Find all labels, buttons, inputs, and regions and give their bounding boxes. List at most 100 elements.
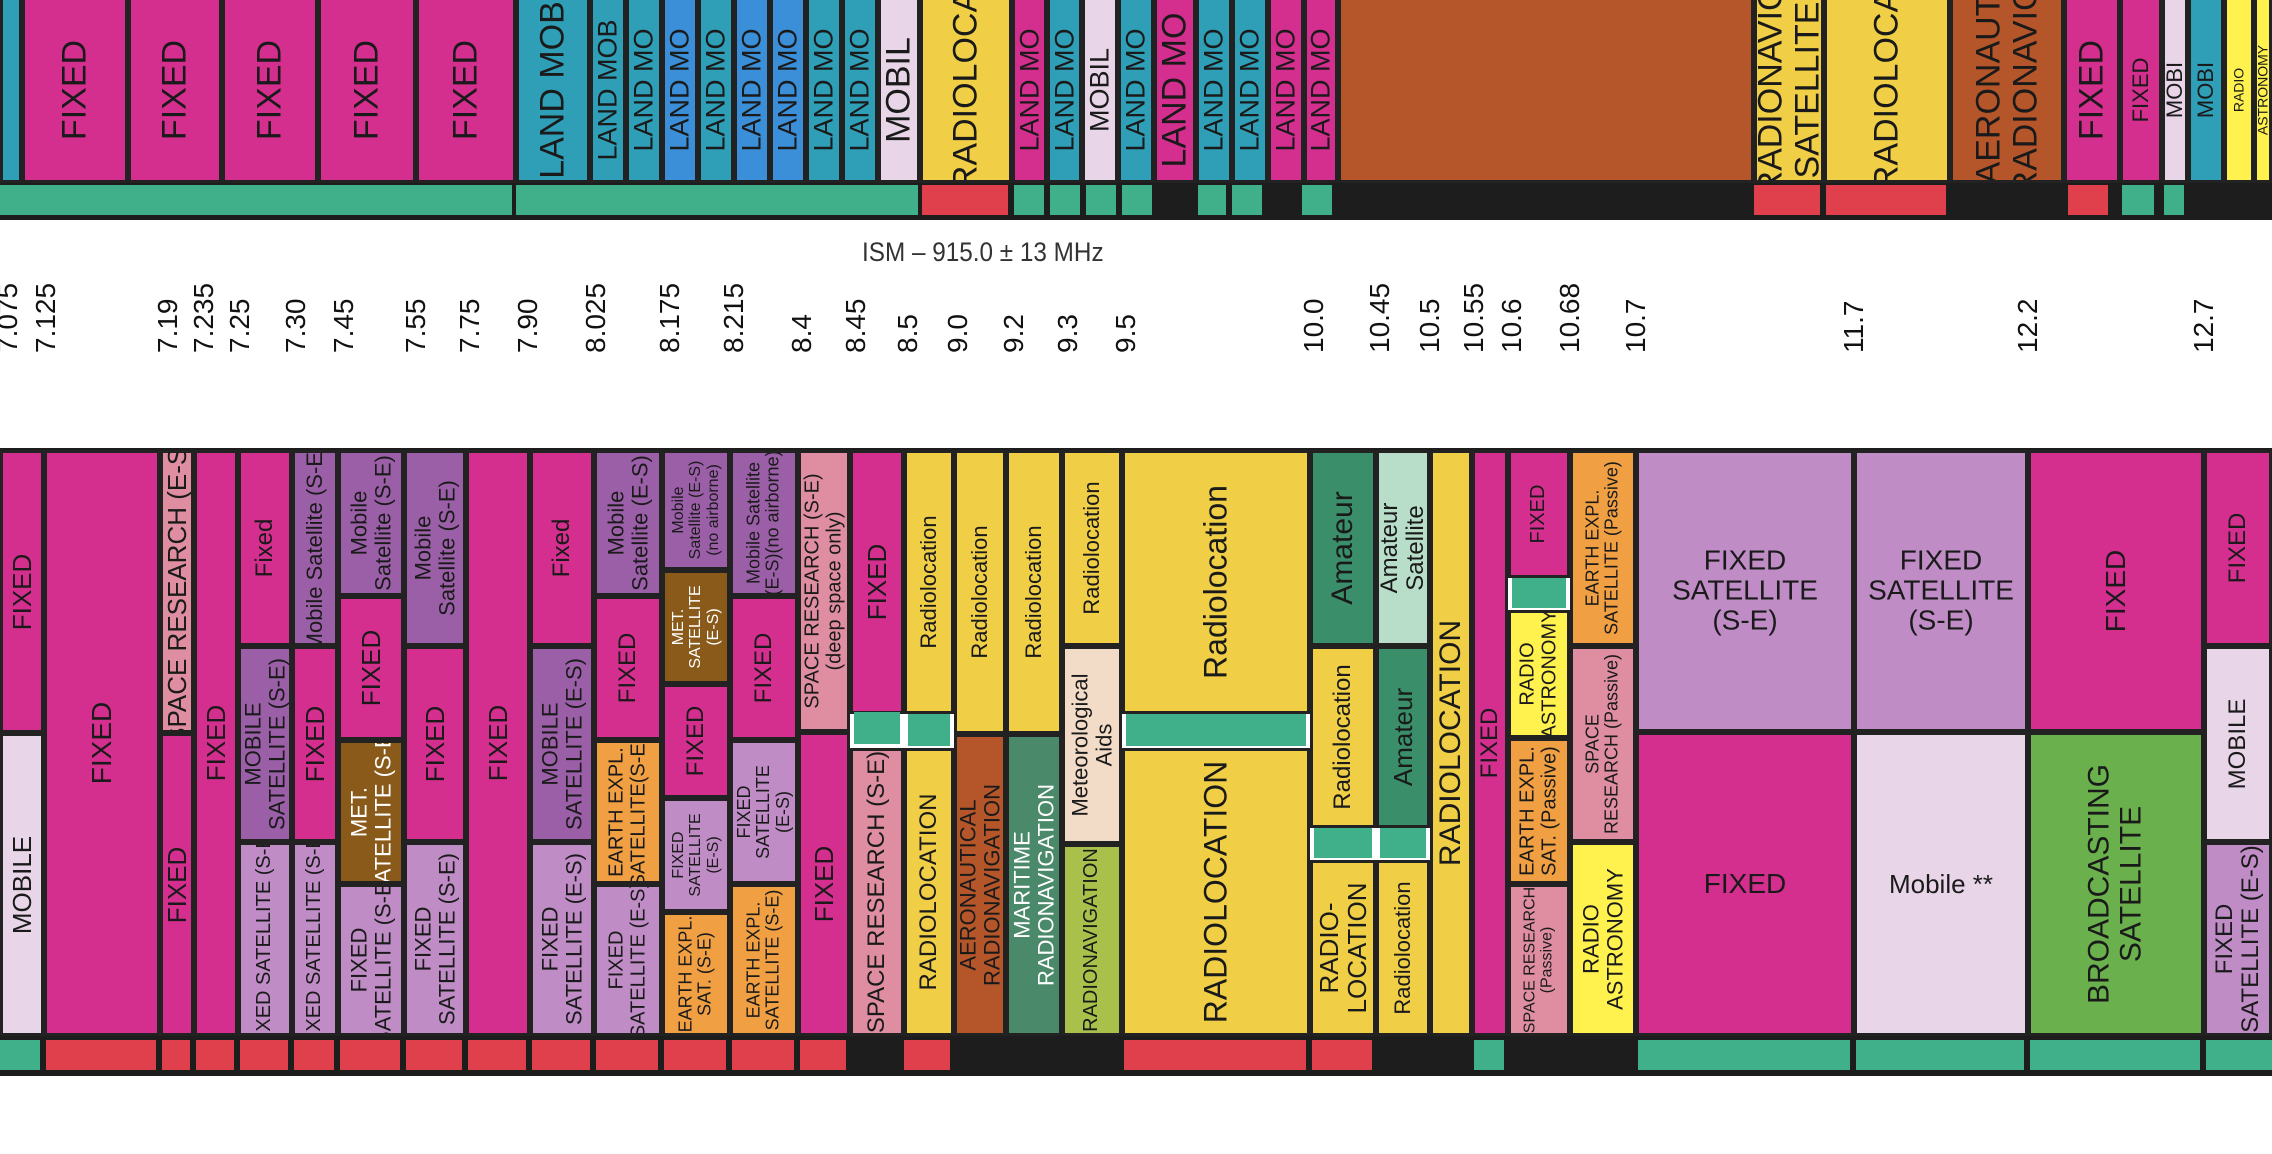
- allocation-cell: RADIO- LOCATION: [1310, 860, 1376, 1036]
- top-band-cell: [1338, 0, 1754, 183]
- allocation-cell-label: FIXED: [355, 629, 386, 707]
- allocation-cell-label: SPACE RESEARCH (S-E) (deep space only): [801, 473, 845, 709]
- allocation-cell-label: SPACE RESEARCH (S-E): [863, 750, 891, 1034]
- top-band-cell-label: LAND MO: [1155, 12, 1194, 168]
- allocation-cell-label: Amateur: [1387, 687, 1418, 787]
- bottom-strip-segment: [406, 1040, 462, 1070]
- top-band-cell-label: LAND MO: [664, 28, 695, 152]
- allocation-cell: FIXED: [2204, 450, 2272, 646]
- allocation-cell: EARTH EXPL. SAT. (Passive): [1508, 738, 1570, 884]
- allocation-cell: FIXED SATELLITE (S-E): [292, 842, 338, 1036]
- frequency-tick: 9.0: [942, 314, 973, 353]
- bottom-strip-segment: [294, 1040, 334, 1070]
- allocation-cell: MET. SATELLITE (E-S): [662, 570, 730, 684]
- allocation-cell: FIXED: [194, 450, 238, 1036]
- allocation-cell-label: Mobile Satellite (E-S) (no airborne): [670, 460, 722, 560]
- allocation-cell: FIXED SATELLITE (E-S): [594, 884, 662, 1036]
- top-band-cell: LAND MOB: [590, 0, 626, 183]
- bottom-strip-segment: [162, 1040, 190, 1070]
- top-band-cell: LAND MO: [1118, 0, 1154, 183]
- allocation-cell: SPACE RESEARCH (S-E) (deep space only): [798, 450, 850, 732]
- allocation-cell-label: BROADCASTING SATELLITE: [2082, 763, 2148, 1005]
- frequency-tick: 7.75: [454, 298, 485, 354]
- allocation-cell-label: FIXED SATELLITE (S-E): [1672, 544, 1818, 637]
- allocation-cell: FIXED: [404, 646, 466, 842]
- allocation-cell: Meteorological Aids: [1062, 646, 1122, 844]
- frequency-tick: 8.5: [892, 314, 923, 353]
- top-band-cell-label: RADIO: [2230, 67, 2247, 113]
- allocation-cell: SPACE RESEARCH (E-S): [160, 450, 194, 733]
- allocation-cell: Fixed: [530, 450, 594, 646]
- bottom-strip-segment: [596, 1040, 658, 1070]
- allocation-cell: MOBILE SATELLITE (S-E): [238, 646, 292, 842]
- top-band-cell: LAND MO: [734, 0, 770, 183]
- allocation-cell: Radiolocation: [1006, 450, 1062, 734]
- inner-strip: [1314, 828, 1372, 858]
- allocation-cell: Mobile Satellite (E-S): [594, 450, 662, 596]
- bottom-strip-segment: [240, 1040, 288, 1070]
- allocation-cell: MOBILE: [0, 733, 44, 1036]
- bottom-strip-segment: [468, 1040, 526, 1070]
- top-band-cell-label: MOBI: [2193, 61, 2219, 119]
- allocation-cell: RADIOLOCATION: [1430, 450, 1472, 1036]
- allocation-cell-label: RADIONAVIGATION: [1080, 848, 1103, 1032]
- frequency-tick: 7.45: [328, 298, 359, 354]
- frequency-tick: 12.2: [2012, 298, 2043, 354]
- allocation-cell: SPACE RESEARCH (Passive): [1570, 646, 1636, 842]
- allocation-cell-label: Mobile Satellite (S-E): [346, 455, 395, 591]
- allocation-cell: Radiolocation: [1062, 450, 1122, 646]
- top-strip-segment: [0, 185, 512, 215]
- top-band-cell: RADIONAVIG SATELLITE: [1754, 0, 1824, 183]
- frequency-tick: 9.2: [998, 314, 1029, 353]
- top-strip-segment: [1198, 185, 1226, 215]
- top-band-cell: LAND MO: [1304, 0, 1338, 183]
- allocation-cell-label: EARTH EXPL. SAT. (S-E): [675, 915, 715, 1033]
- allocation-cell: FIXED SATELLITE (E-S): [530, 842, 594, 1036]
- bottom-strip-segment: [664, 1040, 726, 1070]
- allocation-cell-label: FIXED: [299, 705, 330, 783]
- inner-strip: [1380, 828, 1426, 858]
- allocation-cell: FIXED SATELLITE (S-E): [1854, 450, 2028, 732]
- top-band-cell: FIXED: [2120, 0, 2162, 183]
- top-strip-segment: [1014, 185, 1044, 215]
- frequency-tick: 10.7: [1620, 298, 1651, 354]
- allocation-cell-label: FIXED: [2224, 512, 2252, 584]
- top-band-cell: MOBIL: [1082, 0, 1118, 183]
- top-strip-segment: [1122, 185, 1152, 215]
- allocation-cell-label: MET. SATELLITE (E-S): [670, 585, 722, 669]
- allocation-cell: FIXED: [730, 596, 798, 740]
- allocation-cell: Radiolocation: [1122, 450, 1310, 714]
- allocation-cell-label: Radiolocation: [1390, 881, 1416, 1015]
- allocation-cell: RADIOLOCATION: [1122, 748, 1310, 1036]
- allocation-cell-label: RADIO ASTRONOMY: [1516, 610, 1560, 738]
- allocation-cell: FIXED: [44, 450, 160, 1036]
- inner-strip: [1512, 578, 1566, 608]
- top-band-cell: RADIO: [2224, 0, 2254, 183]
- allocation-cell-label: MOBILE: [2224, 698, 2252, 790]
- bottom-strip-segment: [196, 1040, 234, 1070]
- top-band-cell-label: LAND MO: [772, 28, 803, 152]
- allocation-cell: RADIOLOCATION: [904, 748, 954, 1036]
- top-band-cell-label: LAND MO: [1270, 28, 1301, 152]
- top-band-cell: LAND MO: [1196, 0, 1232, 183]
- top-band-cell-label: LAND MO: [1198, 28, 1229, 152]
- top-band-cell-label: FIXED: [250, 39, 289, 141]
- top-band-cell: RADIOLOCA: [920, 0, 1012, 183]
- top-band-cell: LAND MO: [698, 0, 734, 183]
- allocation-cell: Radiolocation: [1376, 860, 1430, 1036]
- allocation-cell-label: SPACE RESEARCH (Passive): [1521, 886, 1556, 1034]
- top-band-cell-label: RADIONAVIG SATELLITE: [1754, 0, 1824, 183]
- frequency-tick: 8.175: [654, 282, 685, 353]
- allocation-cell: MOBILE: [2204, 646, 2272, 842]
- allocation-cell: RADIONAVIGATION: [1062, 844, 1122, 1036]
- allocation-cell-label: Radiolocation: [1079, 481, 1105, 615]
- top-strip-segment: [1232, 185, 1262, 215]
- allocation-cell: FIXED SATELLITE (E-S): [662, 798, 730, 912]
- frequency-tick: 7.25: [224, 298, 255, 354]
- top-strip-segment: [1050, 185, 1080, 215]
- allocation-cell: FIXED SATELLITE (E-S): [730, 740, 798, 884]
- bottom-strip-segment: [1510, 1040, 1632, 1070]
- allocation-cell-label: FIXED SATELLITE (S-E): [253, 842, 276, 1036]
- allocation-cell: EARTH EXPL. SATELLITE(S-E): [594, 740, 662, 884]
- allocation-cell-label: Radiolocation: [916, 515, 942, 649]
